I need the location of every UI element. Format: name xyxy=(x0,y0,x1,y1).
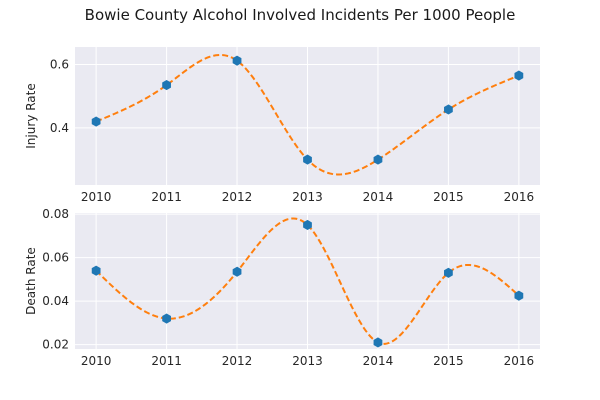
death-y-tick-label: 0.08 xyxy=(42,207,69,221)
injury-x-tick-label: 2014 xyxy=(363,190,394,204)
death-data-point xyxy=(91,265,101,276)
death-data-point xyxy=(444,267,453,278)
death-data-point xyxy=(162,313,171,324)
injury-y-tick-label: 0.4 xyxy=(50,121,69,135)
death-panel: 2010 2011 2012 2013 2014 2015 2016 0.02 0.04 0.06… xyxy=(24,207,540,368)
death-x-tick-label: 2011 xyxy=(151,354,182,368)
injury-data-point xyxy=(514,70,524,81)
death-x-tick-label: 2010 xyxy=(81,354,112,368)
injury-x-tick-label: 2016 xyxy=(504,190,535,204)
injury-y-tick-label: 0.6 xyxy=(50,57,69,71)
injury-data-point xyxy=(373,154,383,165)
injury-x-tick-label: 2010 xyxy=(81,190,112,204)
death-x-tick-label: 2016 xyxy=(504,354,535,368)
injury-data-point xyxy=(232,55,242,66)
injury-x-tick-label: 2011 xyxy=(151,190,182,204)
death-y-tick-label: 0.04 xyxy=(42,294,69,308)
death-x-tick-label: 2015 xyxy=(433,354,464,368)
injury-x-tick-label: 2015 xyxy=(433,190,464,204)
injury-data-point xyxy=(162,80,171,91)
injury-x-tick-label: 2013 xyxy=(292,190,323,204)
death-data-point xyxy=(514,290,524,301)
injury-data-point xyxy=(91,116,101,127)
injury-y-axis-label: Injury Rate xyxy=(24,83,38,148)
death-x-tick-label: 2012 xyxy=(222,354,253,368)
death-y-tick-label: 0.02 xyxy=(42,338,69,352)
chart-title: Bowie County Alcohol Involved Incidents … xyxy=(85,6,516,24)
injury-x-tick-label: 2012 xyxy=(222,190,253,204)
death-data-point xyxy=(232,266,242,277)
death-data-point xyxy=(303,219,312,231)
injury-data-point xyxy=(444,104,453,115)
death-y-tick-label: 0.06 xyxy=(42,251,69,265)
death-y-axis-label: Death Rate xyxy=(24,247,38,315)
injury-data-point xyxy=(303,154,312,165)
death-data-point xyxy=(373,337,383,348)
injury-panel: 2010 2011 2012 2013 2014 2015 2016 0.4 0.6 Injury… xyxy=(24,47,540,204)
death-x-tick-label: 2013 xyxy=(292,354,323,368)
death-x-tick-label: 2014 xyxy=(363,354,394,368)
